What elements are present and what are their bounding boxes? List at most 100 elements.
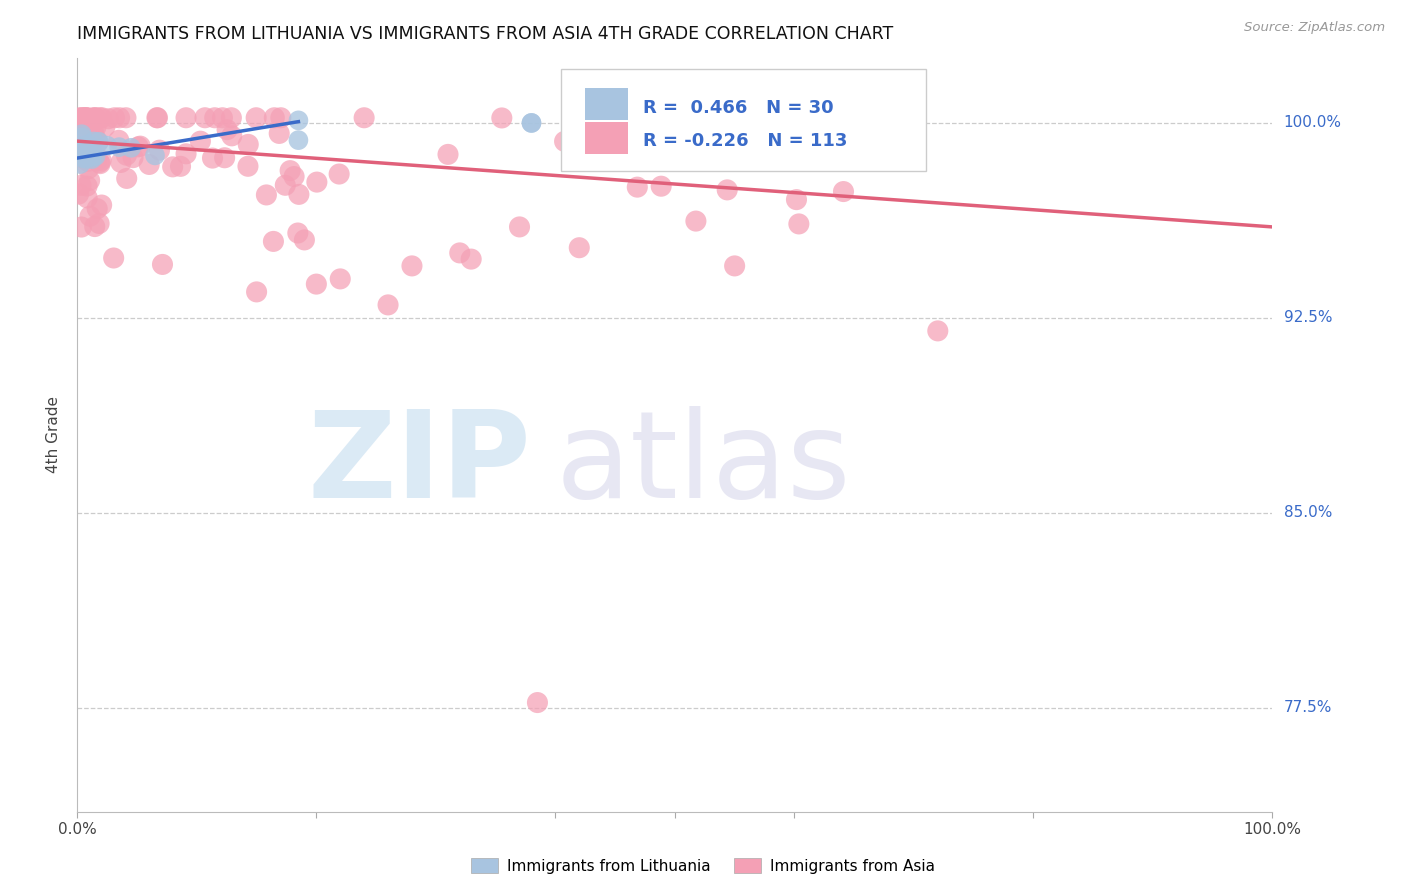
Text: R = -0.226   N = 113: R = -0.226 N = 113 xyxy=(643,132,846,150)
Point xyxy=(509,219,531,234)
FancyBboxPatch shape xyxy=(585,121,628,153)
Text: Source: ZipAtlas.com: Source: ZipAtlas.com xyxy=(1244,21,1385,34)
Point xyxy=(146,111,169,125)
Point xyxy=(148,143,170,157)
Point xyxy=(76,119,98,133)
Point xyxy=(70,146,93,161)
Text: IMMIGRANTS FROM LITHUANIA VS IMMIGRANTS FROM ASIA 4TH GRADE CORRELATION CHART: IMMIGRANTS FROM LITHUANIA VS IMMIGRANTS … xyxy=(77,25,894,43)
Point xyxy=(221,111,243,125)
Point xyxy=(278,163,301,178)
Point xyxy=(107,133,129,147)
Point xyxy=(520,116,543,130)
Point xyxy=(270,111,292,125)
Point xyxy=(76,179,98,194)
Point xyxy=(785,193,807,207)
Point xyxy=(329,272,352,286)
Point xyxy=(377,298,399,312)
Point xyxy=(84,111,107,125)
Point xyxy=(526,696,548,710)
Point xyxy=(254,188,277,202)
Point xyxy=(70,133,93,147)
Point xyxy=(69,141,91,155)
Point xyxy=(75,111,97,125)
Point xyxy=(89,155,111,169)
Point xyxy=(460,252,482,266)
FancyBboxPatch shape xyxy=(585,87,628,120)
Point xyxy=(84,153,107,168)
Point xyxy=(287,133,309,147)
Legend: Immigrants from Lithuania, Immigrants from Asia: Immigrants from Lithuania, Immigrants fr… xyxy=(464,852,942,880)
Point xyxy=(115,148,138,162)
Point xyxy=(742,150,765,164)
Point xyxy=(75,111,97,125)
Point xyxy=(287,226,309,240)
Point xyxy=(82,111,104,125)
Point xyxy=(103,111,125,125)
Text: 100.0%: 100.0% xyxy=(1284,115,1341,130)
Point xyxy=(152,257,174,271)
Point xyxy=(94,120,117,134)
Point xyxy=(83,111,105,125)
Point xyxy=(69,142,91,156)
Point xyxy=(75,111,97,125)
Point xyxy=(67,144,90,158)
Point xyxy=(72,151,94,165)
Point xyxy=(115,111,138,125)
Point xyxy=(138,157,160,171)
Point xyxy=(89,156,111,170)
Point xyxy=(491,111,513,125)
Point xyxy=(108,111,131,125)
Point xyxy=(742,136,765,151)
Point xyxy=(79,146,101,161)
Point xyxy=(146,111,169,125)
Point xyxy=(76,130,98,145)
Point xyxy=(283,169,305,184)
Point xyxy=(685,214,707,228)
Point xyxy=(143,148,166,162)
Point xyxy=(103,251,125,265)
Point xyxy=(716,183,738,197)
Point xyxy=(69,157,91,171)
Point xyxy=(190,134,212,148)
Point xyxy=(89,111,111,125)
Point xyxy=(162,160,184,174)
Point xyxy=(129,139,152,153)
Point xyxy=(437,147,460,161)
Point xyxy=(87,135,110,149)
Point xyxy=(449,246,471,260)
Point xyxy=(73,138,96,153)
Point xyxy=(91,111,114,125)
FancyBboxPatch shape xyxy=(561,70,927,171)
Point xyxy=(122,151,145,165)
Point xyxy=(90,153,112,168)
Point xyxy=(87,136,110,150)
Point xyxy=(72,151,94,165)
Point xyxy=(67,187,90,202)
Point xyxy=(120,141,142,155)
Point xyxy=(214,151,236,165)
Point xyxy=(96,138,118,153)
Point xyxy=(84,120,107,134)
Point xyxy=(67,111,90,125)
Point xyxy=(353,111,375,125)
Point xyxy=(787,217,810,231)
Point xyxy=(305,175,328,189)
Point xyxy=(401,259,423,273)
Point xyxy=(70,130,93,145)
Point xyxy=(97,112,120,126)
Point xyxy=(70,111,93,125)
Point xyxy=(201,151,224,165)
Point xyxy=(76,139,98,153)
Point xyxy=(76,191,98,205)
Point xyxy=(238,137,260,152)
Point xyxy=(679,141,702,155)
Point xyxy=(70,127,93,141)
Text: atlas: atlas xyxy=(555,407,851,524)
Text: ZIP: ZIP xyxy=(308,407,531,524)
Point xyxy=(70,178,93,193)
Point xyxy=(79,173,101,187)
Y-axis label: 4th Grade: 4th Grade xyxy=(46,396,62,474)
Point xyxy=(194,111,217,125)
Point xyxy=(520,116,543,130)
Point xyxy=(83,135,105,149)
